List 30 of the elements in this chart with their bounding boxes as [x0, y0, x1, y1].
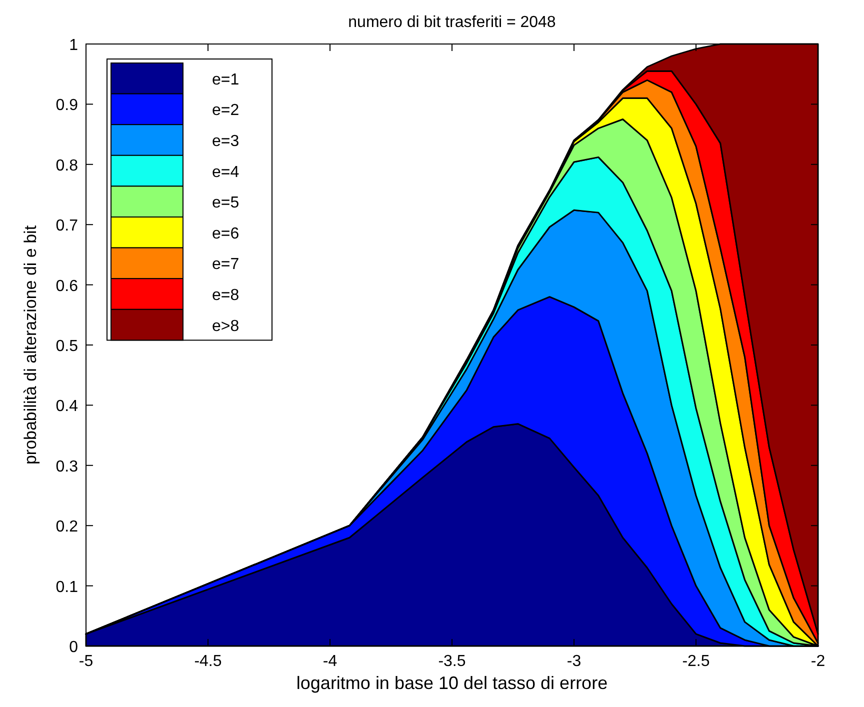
- x-tick-label: -4: [322, 653, 338, 670]
- x-tick-label: -4.5: [194, 653, 222, 670]
- legend-label: e=8: [212, 287, 240, 304]
- legend-label: e=7: [212, 256, 240, 274]
- x-tick-label: -3: [566, 653, 582, 670]
- y-tick-label: 1: [69, 37, 78, 54]
- legend-label: e=6: [212, 225, 240, 242]
- x-tick-label: -2: [810, 653, 826, 670]
- y-axis-title: probabilità di alterazione di e bit: [21, 225, 40, 465]
- legend-label: e=5: [212, 194, 240, 212]
- y-tick-label: 0.1: [56, 578, 78, 596]
- x-tick-label: -2.5: [682, 653, 710, 670]
- chart-title: numero di bit trasferiti = 2048: [348, 14, 556, 31]
- legend-label: e>8: [212, 318, 240, 335]
- x-axis-title: logaritmo in base 10 del tasso di errore: [296, 673, 608, 693]
- x-tick-label: -3.5: [438, 653, 466, 670]
- legend-label: e=4: [212, 164, 240, 181]
- y-tick-label: 0.9: [56, 97, 78, 114]
- legend-label: e=1: [212, 71, 240, 88]
- y-tick-label: 0.3: [56, 458, 78, 476]
- x-tick-label: -5: [78, 653, 94, 670]
- y-tick-label: 0: [69, 639, 78, 656]
- legend-label: e=3: [212, 133, 240, 150]
- y-tick-label: 0.4: [56, 398, 78, 416]
- legend-label: e=2: [212, 102, 240, 120]
- y-tick-label: 0.5: [56, 338, 78, 355]
- y-tick-label: 0.6: [56, 278, 78, 295]
- y-tick-label: 0.2: [56, 518, 78, 536]
- y-tick-label: 0.7: [56, 218, 78, 235]
- y-tick-label: 0.8: [56, 157, 78, 174]
